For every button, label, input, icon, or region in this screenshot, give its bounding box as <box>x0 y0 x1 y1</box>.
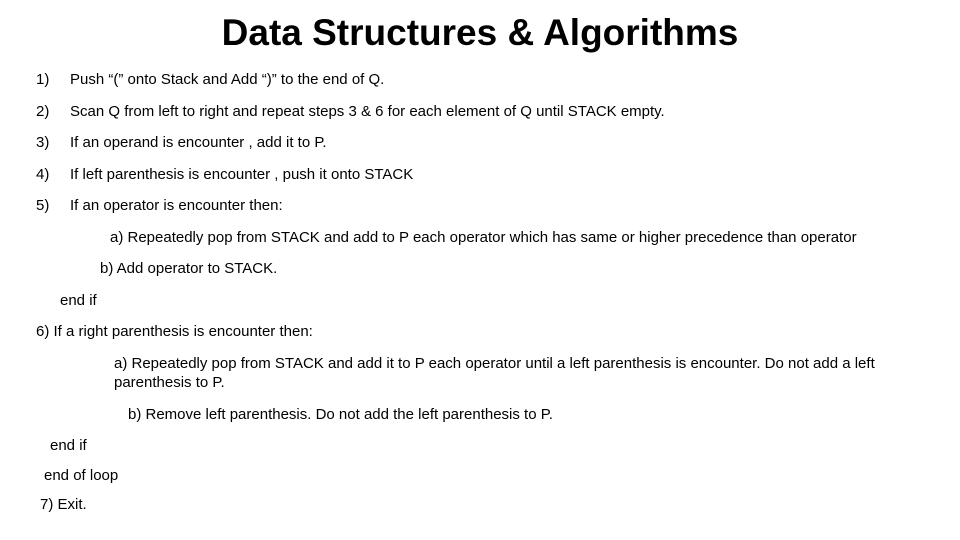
step-number: 3) <box>36 133 70 153</box>
step-5a: a) Repeatedly pop from STACK and add to … <box>36 228 924 248</box>
end-of-loop: end of loop <box>36 466 924 486</box>
step-6: 6) If a right parenthesis is encounter t… <box>36 322 924 342</box>
step-6b: b) Remove left parenthesis. Do not add t… <box>36 405 924 425</box>
step-7: 7) Exit. <box>36 495 924 515</box>
step-text: Push “(” onto Stack and Add “)” to the e… <box>70 70 924 90</box>
step-number: 1) <box>36 70 70 90</box>
step-5-endif: end if <box>36 291 924 311</box>
step-text: If left parenthesis is encounter , push … <box>70 165 924 185</box>
slide-title: Data Structures & Algorithms <box>36 12 924 54</box>
step-5: 5) If an operator is encounter then: <box>36 196 924 216</box>
step-number: 5) <box>36 196 70 216</box>
step-5b: b) Add operator to STACK. <box>36 259 924 279</box>
slide-content: 1) Push “(” onto Stack and Add “)” to th… <box>36 70 924 515</box>
step-4: 4) If left parenthesis is encounter , pu… <box>36 165 924 185</box>
step-number: 2) <box>36 102 70 122</box>
step-text: Scan Q from left to right and repeat ste… <box>70 102 924 122</box>
slide-container: Data Structures & Algorithms 1) Push “(”… <box>0 0 960 540</box>
step-text: If an operand is encounter , add it to P… <box>70 133 924 153</box>
step-text: If an operator is encounter then: <box>70 196 924 216</box>
step-1: 1) Push “(” onto Stack and Add “)” to th… <box>36 70 924 90</box>
step-6a: a) Repeatedly pop from STACK and add it … <box>36 354 924 393</box>
step-2: 2) Scan Q from left to right and repeat … <box>36 102 924 122</box>
step-number: 4) <box>36 165 70 185</box>
step-3: 3) If an operand is encounter , add it t… <box>36 133 924 153</box>
step-6-endif: end if <box>36 436 924 456</box>
